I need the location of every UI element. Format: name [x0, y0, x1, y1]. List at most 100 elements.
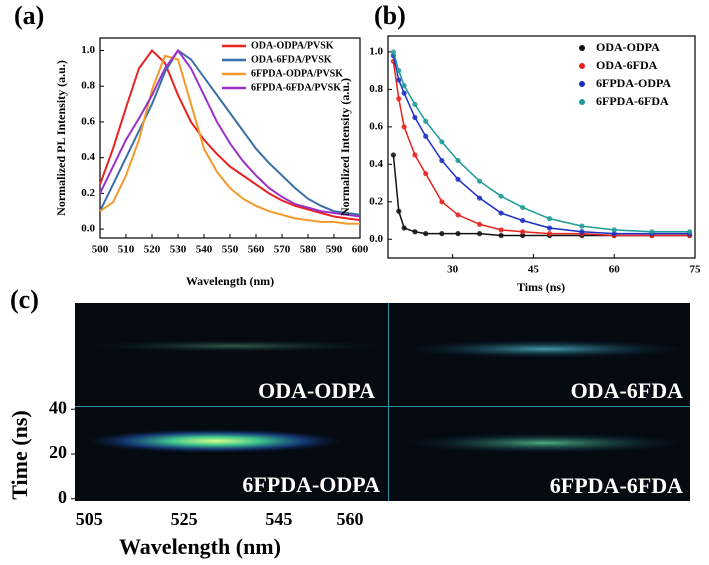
point [498, 210, 504, 216]
y-tick-label: 0.6 [369, 120, 383, 132]
point [455, 157, 461, 164]
legend-label: ODA-6FDA/PVSK [251, 54, 332, 65]
legend-swatch [579, 63, 585, 69]
line [99, 54, 360, 225]
point [611, 231, 617, 237]
point [476, 178, 483, 184]
legend-label: 6FPDA-ODPA [596, 76, 671, 90]
plot-frame [387, 35, 696, 259]
x-tick-label: 570 [274, 244, 291, 256]
line [99, 48, 361, 222]
legend-label: 6FPDA-6FDA [596, 94, 669, 108]
x-tick-label: 30 [447, 264, 459, 276]
streak [85, 340, 385, 352]
image-panel [75, 303, 388, 406]
point [498, 193, 504, 199]
legend-label: 6FPDA-6FDA/PVSK [251, 82, 341, 93]
x-tick-label: 540 [196, 244, 213, 256]
y-tick-label: 0.4 [81, 151, 95, 163]
point [546, 231, 553, 237]
line [99, 48, 361, 218]
y-tick-label: 0.2 [369, 195, 383, 207]
point [396, 208, 402, 214]
point [687, 229, 693, 235]
point [476, 221, 483, 227]
x-tick-label: 525 [171, 509, 198, 529]
panel-label: (b) [374, 1, 406, 30]
y-tick-label: 0.4 [369, 158, 383, 170]
x-tick-label: 545 [265, 509, 292, 529]
panel-name: 6FPDA-ODPA [242, 472, 380, 497]
point [579, 223, 585, 229]
point [439, 231, 445, 237]
panel-name: ODA-6FDA [571, 378, 684, 403]
legend-swatch [579, 45, 585, 51]
streak [405, 340, 685, 358]
y-tick-label: 20 [49, 442, 67, 462]
point [579, 229, 585, 235]
legend-label: ODA-ODPA/PVSK [251, 40, 334, 51]
x-tick-label: 510 [118, 244, 135, 256]
point [401, 83, 407, 89]
y-tick-label: 0.0 [369, 233, 383, 245]
legend-swatch [579, 81, 585, 87]
panel-label: (a) [14, 1, 44, 30]
x-tick-label: 45 [528, 264, 540, 276]
panel-label: (c) [10, 285, 39, 314]
point [476, 195, 483, 201]
y-axis-label: Normalized PL Intensity (a.u.) [54, 60, 68, 216]
point [520, 217, 526, 224]
x-tick-label: 590 [326, 244, 343, 256]
y-tick-label: 0.2 [81, 187, 95, 199]
legend-label: ODA-ODPA [596, 40, 660, 54]
point [412, 101, 418, 107]
legend-label: 6FPDA-ODPA/PVSK [251, 68, 343, 79]
point [498, 227, 504, 233]
point [396, 68, 402, 74]
point [520, 229, 526, 235]
point [476, 231, 483, 237]
streak [405, 433, 685, 453]
legend-label: ODA-6FDA [596, 58, 658, 72]
point [401, 90, 407, 96]
legend-swatch [579, 99, 585, 105]
point [423, 118, 429, 124]
point [396, 77, 402, 83]
point [649, 229, 655, 235]
x-tick-label: 520 [144, 244, 161, 256]
point [455, 231, 461, 237]
point [498, 232, 504, 239]
y-tick-label: 0.8 [369, 83, 383, 95]
x-tick-label: 500 [92, 244, 109, 256]
y-tick-label: 0.0 [81, 223, 95, 235]
point [520, 204, 526, 211]
point [611, 227, 617, 233]
x-tick-label: 560 [337, 509, 364, 529]
point [390, 152, 396, 158]
image-panel [389, 407, 690, 501]
streak [85, 429, 345, 453]
x-tick-label: 560 [248, 244, 265, 256]
point [439, 139, 445, 145]
point [396, 96, 402, 102]
point [439, 199, 445, 205]
point [546, 225, 553, 231]
x-tick-label: 530 [170, 244, 187, 256]
x-tick-label: 505 [76, 509, 103, 529]
point [412, 152, 418, 158]
point [520, 232, 526, 239]
point [423, 171, 429, 177]
panel-name: 6FPDA-6FDA [550, 473, 683, 498]
point [439, 157, 445, 164]
y-tick-label: 40 [49, 397, 67, 417]
x-tick-label: 600 [352, 244, 369, 256]
point [546, 216, 553, 222]
point [423, 133, 429, 139]
x-tick-label: 60 [609, 264, 621, 276]
y-axis-label: Normalized Intensity (a.u.) [338, 78, 352, 216]
x-tick-label: 580 [300, 244, 317, 256]
point [401, 225, 407, 231]
y-tick-label: 0.6 [81, 115, 95, 127]
x-tick-label: 550 [222, 244, 239, 256]
